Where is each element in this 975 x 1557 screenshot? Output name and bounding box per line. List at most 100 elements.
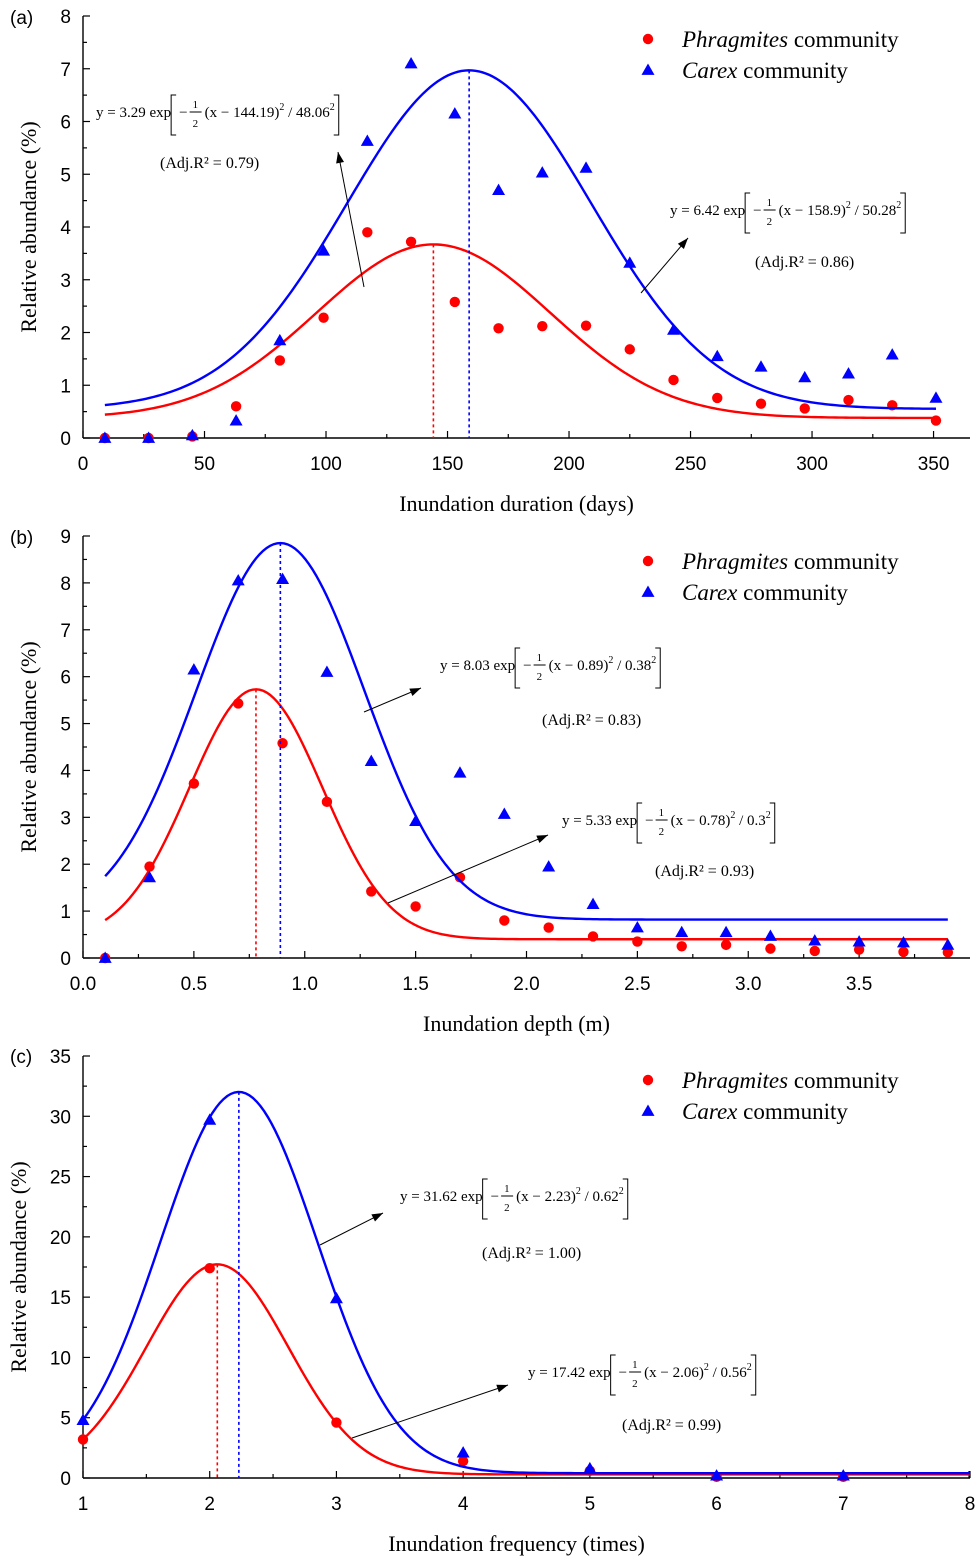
fraction-numerator: 1 [193,99,199,111]
y-axis-title: Relative abundance (%) [16,641,41,852]
data-point [366,886,377,897]
equation-1: y = 31.62 exp − 1 2 (x − 2.23)2 / 0.622 (Adj… [319,1178,629,1262]
data-point [755,398,767,409]
equation-fraction: − [619,1365,627,1381]
data-point [457,1455,469,1467]
legend-entry: Carex community [682,58,848,83]
data-point [321,796,333,808]
adj-r2-label: (Adj.R² = 0.86) [755,254,854,271]
y-tick-label: 15 [50,1288,71,1309]
fit-curve [104,69,936,410]
annotation-arrow-line [351,1384,509,1439]
data-point [542,860,556,872]
data-point [586,897,600,909]
x-tick-label: 2.5 [624,974,650,995]
data-point [580,320,592,331]
y-tick-label: 0 [60,949,71,970]
panel-c: 1 2 3 4 5 6 7 8 0 5 10 15 20 25 30 35 Inundation frequen… [6,1047,975,1556]
fraction-denominator: 2 [193,118,199,130]
x-tick-label: 2 [204,1494,215,1515]
x-tick-label: 0.0 [70,974,96,995]
x-tick-label: 1 [78,1494,89,1515]
equation-0: y = 17.42 exp − 1 2 (x − 2.06)2 / 0.562 (Adj… [351,1354,757,1439]
data-point [535,166,549,178]
data-point [809,945,820,957]
panel-label: (a) [10,8,33,29]
data-point [668,374,679,386]
equation-rest: (x − 144.19)2 / 48.062 [205,102,335,121]
equation-text: y = 6.42 exp [670,203,745,219]
data-point [329,1291,343,1304]
data-point [630,921,644,933]
y-tick-label: 6 [60,113,71,134]
data-point [331,1417,342,1428]
y-tick-label: 10 [50,1348,71,1369]
data-point [454,872,466,883]
data-point [362,227,373,238]
adj-r2-label: (Adj.R² = 0.93) [655,863,754,880]
data-point [896,936,910,948]
panel-label: (c) [10,1047,32,1068]
fraction-denominator: 2 [537,671,543,683]
data-point [405,236,417,247]
equation-fraction: − [645,813,653,829]
equation-text: y = 5.33 exp [562,813,637,829]
bracket-left [744,192,751,234]
data-point [276,572,290,585]
series-carex [76,1090,970,1481]
annotation-arrow-head [536,835,548,843]
data-point [231,574,245,586]
legend: Phragmites community Carex community [641,27,899,83]
data-point [841,367,855,379]
legend-entry: Phragmites community [681,1068,899,1093]
equation-fraction: − [179,105,187,121]
y-tick-label: 35 [50,1047,71,1068]
data-point [579,161,593,173]
x-tick-label: 3.5 [846,974,872,995]
data-point [76,1413,90,1426]
y-tick-label: 5 [60,1409,71,1430]
data-point [493,323,504,334]
data-point [98,951,112,963]
bracket-left [482,1178,488,1220]
annotation-arrow-line [337,151,365,288]
series-carex [98,541,955,963]
data-point [667,323,681,335]
x-tick-label: 100 [310,454,342,475]
data-point [942,947,954,958]
y-tick-label: 1 [60,902,71,923]
y-tick-label: 4 [60,761,71,782]
equation-rest: (x − 0.89)2 / 0.382 [549,655,657,674]
data-point [273,333,287,346]
annotation-arrow-head [409,688,421,696]
fraction-denominator: 2 [504,1202,510,1214]
data-point [204,1263,215,1274]
equation-1: y = 6.42 exp − 1 2 (x − 158.9)2 / 50.282 (Ad… [640,192,906,294]
data-point [188,778,200,789]
data-point [624,344,635,355]
legend-marker [642,33,654,45]
data-point [885,348,899,360]
data-point [142,431,156,443]
fraction-denominator: 2 [632,1378,638,1390]
series-phragmites [99,688,954,964]
data-point [185,428,199,441]
x-tick-label: 4 [458,1494,469,1515]
legend-entry: Carex community [682,580,848,605]
adj-r2-label: (Adj.R² = 0.79) [160,155,259,172]
legend-marker [641,585,655,597]
fraction-denominator: 2 [767,216,773,228]
x-axis-title: Inundation duration (days) [399,491,634,516]
data-point [710,349,724,362]
data-point [410,901,421,912]
data-point [492,183,506,195]
fraction-numerator: 1 [504,1183,510,1195]
data-point [719,925,733,938]
panel-label: (b) [10,528,33,549]
y-tick-label: 3 [60,808,71,829]
equation-text: y = 31.62 exp [400,1189,483,1205]
bracket-left [610,1354,616,1396]
data-point [320,665,334,677]
data-point [623,256,637,268]
